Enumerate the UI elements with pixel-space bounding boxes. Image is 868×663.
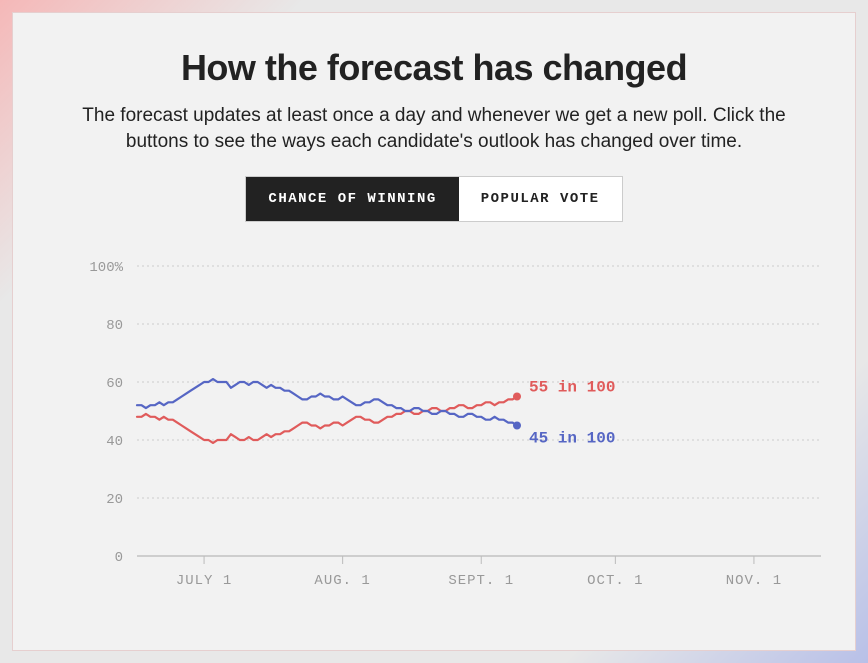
series-line-candidate-b — [137, 379, 517, 425]
x-axis-label: NOV. 1 — [726, 573, 782, 589]
page-title: How the forecast has changed — [13, 47, 855, 89]
forecast-card: How the forecast has changed The forecas… — [12, 12, 856, 651]
series-end-label-candidate-b: 45 in 100 — [529, 430, 615, 448]
tab-popular-vote[interactable]: POPULAR VOTE — [459, 177, 622, 221]
series-end-label-candidate-a: 55 in 100 — [529, 379, 615, 397]
y-axis-label: 20 — [106, 492, 123, 508]
y-axis-label: 100% — [89, 260, 123, 276]
x-axis-label: AUG. 1 — [314, 573, 370, 589]
x-axis-label: JULY 1 — [176, 573, 232, 589]
card-gradient-frame: How the forecast has changed The forecas… — [0, 0, 868, 663]
tab-chance-of-winning[interactable]: CHANCE OF WINNING — [246, 177, 458, 221]
x-axis-label: SEPT. 1 — [448, 573, 514, 589]
x-axis-label: OCT. 1 — [587, 573, 643, 589]
series-end-marker-candidate-b — [513, 422, 521, 430]
series-end-marker-candidate-a — [513, 393, 521, 401]
metric-tabs: CHANCE OF WINNING POPULAR VOTE — [245, 176, 622, 222]
y-axis-label: 0 — [115, 550, 123, 566]
y-axis-label: 80 — [106, 318, 123, 334]
page-subtitle: The forecast updates at least once a day… — [64, 103, 804, 154]
series-line-candidate-a — [137, 397, 517, 443]
y-axis-label: 60 — [106, 376, 123, 392]
forecast-chart: 0 20 40 60 80 100% JULY 1 AUG. 1 SEPT. 1 OCT. 1 NO… — [13, 256, 855, 596]
y-axis-label: 40 — [106, 434, 123, 450]
